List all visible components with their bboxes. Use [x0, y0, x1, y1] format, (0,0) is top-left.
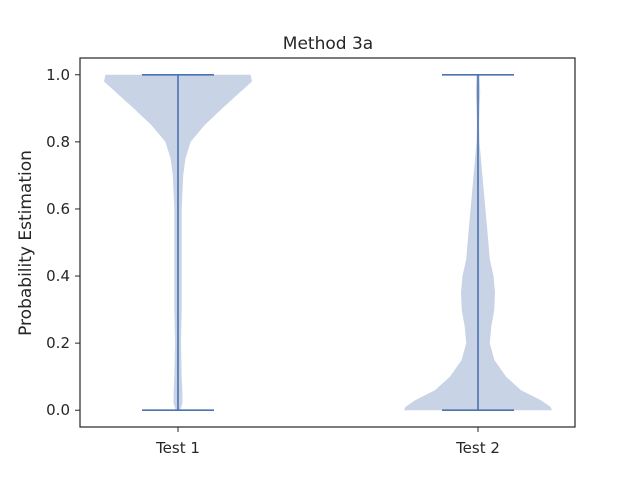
chart-title: Method 3a — [283, 34, 373, 54]
y-tick-label: 0.8 — [46, 133, 70, 151]
y-axis: 0.0 0.2 0.4 0.6 0.8 1.0 — [46, 66, 80, 419]
y-tick-label: 0.0 — [46, 401, 70, 419]
y-tick-label: 1.0 — [46, 66, 70, 84]
y-tick-label: 0.2 — [46, 334, 70, 352]
violins-layer — [104, 74, 552, 411]
y-axis-label: Probability Estimation — [16, 150, 36, 336]
x-axis: Test 1 Test 2 — [155, 427, 500, 457]
x-tick-label: Test 2 — [455, 439, 500, 457]
x-tick-label: Test 1 — [155, 439, 200, 457]
plot-frame — [79, 57, 576, 428]
y-tick-label: 0.4 — [46, 267, 70, 285]
bars-layer — [142, 73, 514, 412]
y-tick-label: 0.6 — [46, 200, 70, 218]
